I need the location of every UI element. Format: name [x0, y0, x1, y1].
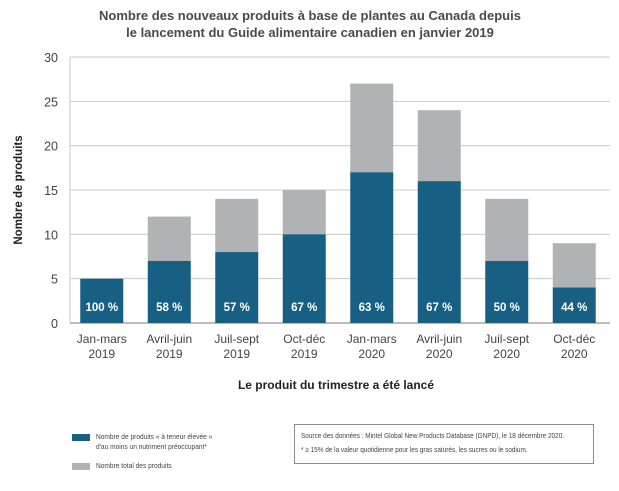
- y-tick-label: 5: [51, 273, 58, 287]
- y-tick-label: 25: [44, 95, 58, 109]
- x-tick-label: Oct-déc: [553, 332, 595, 346]
- bar-high-nutrient: [147, 260, 191, 323]
- y-tick-labels: 0 5 10 15 20 25 30: [44, 51, 58, 331]
- bars: 100 % 58 % 57 % 67 % 63 % 67 % 50 % 44 %: [80, 83, 596, 323]
- bar-high-nutrient: [552, 287, 596, 323]
- bar-total: [350, 83, 394, 173]
- data-label: 44 %: [561, 302, 587, 314]
- bar-total: [147, 216, 191, 261]
- bar-total: [282, 190, 326, 235]
- x-tick-label: 2019: [291, 347, 318, 361]
- bar-high-nutrient: [485, 260, 529, 323]
- chart-title-line-1: Nombre des nouveaux produits à base de p…: [99, 8, 521, 23]
- bar-total: [215, 198, 259, 253]
- bar-chart: 0 5 10 15 20 25 30 100 % 58 % 57 % 67 % 63 % 67 % 50…: [13, 51, 610, 392]
- x-tick-label: Jan-mars: [347, 332, 397, 346]
- bar-high-nutrient: [417, 181, 461, 323]
- x-tick-label: 2020: [358, 347, 385, 361]
- x-tick-label: 2019: [88, 347, 115, 361]
- data-label: 50 %: [494, 302, 520, 314]
- x-tick-label: Avril-juin: [416, 332, 462, 346]
- bar-high-nutrient: [350, 172, 394, 323]
- x-tick-label: 2019: [156, 347, 183, 361]
- chart-title-line-2: le lancement du Guide alimentaire canadi…: [126, 25, 494, 40]
- x-tick-label: Juil-sept: [484, 332, 529, 346]
- x-tick-label: Avril-juin: [146, 332, 192, 346]
- x-tick-label: 2020: [426, 347, 453, 361]
- y-axis-label: Nombre de produits: [13, 135, 25, 244]
- x-tick-labels: Jan-mars2019Avril-juin2019Juil-sept2019O…: [77, 332, 596, 361]
- chart-title: Nombre des nouveaux produits à base de p…: [60, 7, 560, 41]
- source-note: Source des données : Mintel Global New P…: [294, 424, 594, 464]
- legend-swatch-gray: [72, 463, 90, 470]
- bar-high-nutrient: [80, 278, 124, 323]
- x-tick-label: Oct-déc: [283, 332, 325, 346]
- x-axis-label: Le produit du trimestre a été lancé: [238, 378, 434, 392]
- bar-total: [417, 110, 461, 182]
- bar-high-nutrient: [282, 234, 326, 323]
- y-tick-label: 20: [44, 140, 58, 154]
- data-label: 57 %: [224, 302, 250, 314]
- data-label: 100 %: [85, 302, 118, 314]
- bar-total: [552, 243, 596, 288]
- data-label: 58 %: [156, 302, 182, 314]
- legend-swatch-blue: [72, 434, 90, 441]
- x-tick-label: 2020: [561, 347, 588, 361]
- y-tick-label: 0: [51, 317, 58, 331]
- x-tick-label: 2020: [493, 347, 520, 361]
- y-tick-label: 15: [44, 184, 58, 198]
- y-tick-label: 10: [44, 228, 58, 242]
- x-tick-label: Juil-sept: [214, 332, 259, 346]
- x-tick-label: Jan-mars: [77, 332, 127, 346]
- y-tick-label: 30: [44, 51, 58, 65]
- data-label: 67 %: [291, 302, 317, 314]
- data-label: 63 %: [359, 302, 385, 314]
- x-tick-label: 2019: [223, 347, 250, 361]
- bar-high-nutrient: [215, 252, 259, 323]
- legend-label-line-2: d'au moins un nutriment préoccupant*: [96, 442, 207, 451]
- bar-total: [485, 198, 529, 261]
- footnote-line: * ≥ 15% de la valeur quotidienne pour le…: [301, 445, 528, 454]
- data-label: 67 %: [426, 302, 452, 314]
- legend-label: Nombre total des produits: [96, 461, 172, 470]
- source-line: Source des données : Mintel Global New P…: [301, 431, 565, 440]
- legend-label-line-1: Nombre de produits « à teneur élevée »: [96, 432, 213, 441]
